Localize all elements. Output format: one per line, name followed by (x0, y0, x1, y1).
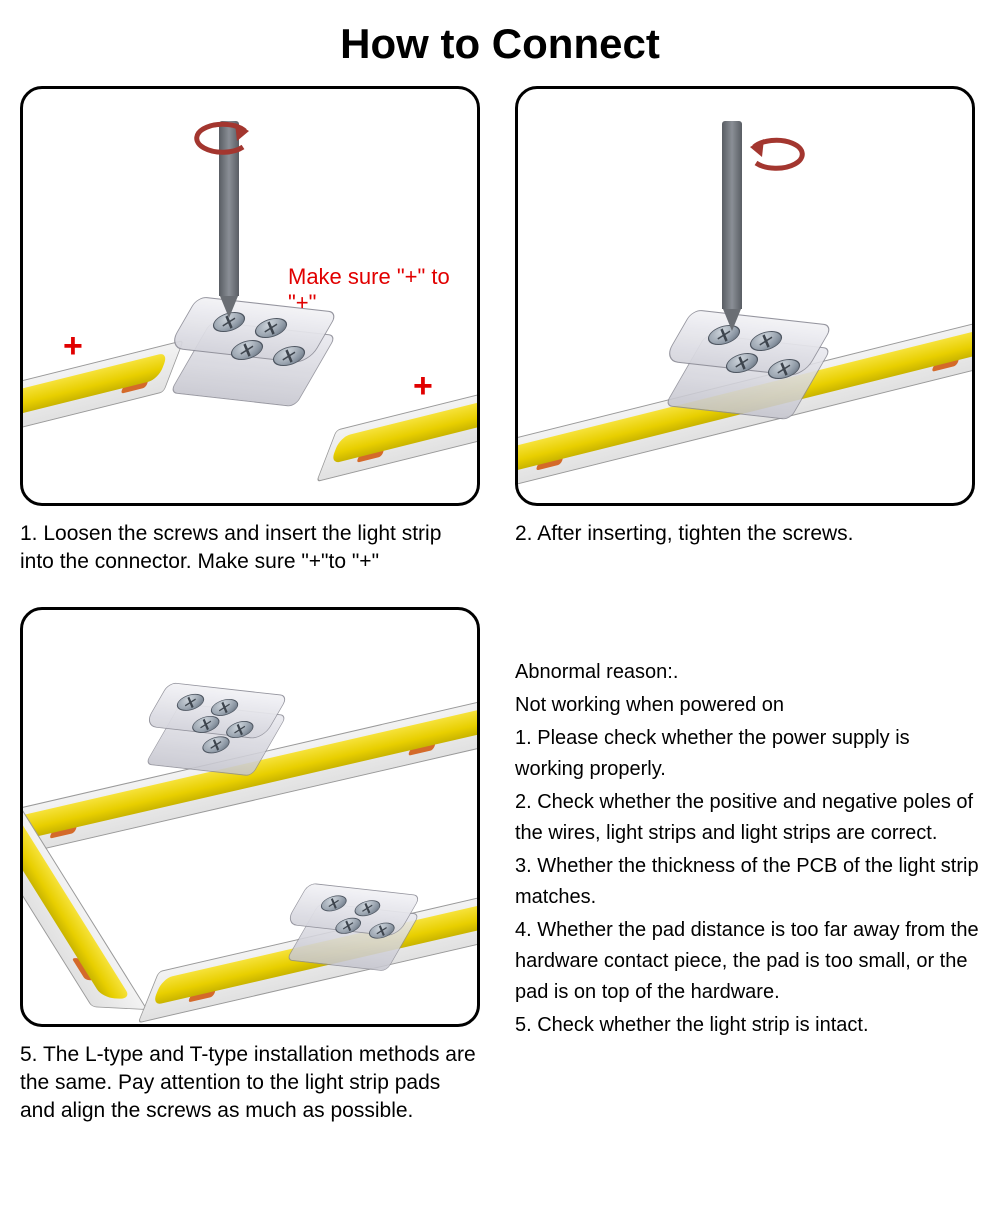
copper-pad (356, 449, 384, 463)
step-5-panel (20, 607, 480, 1027)
page-title: How to Connect (10, 20, 990, 68)
copper-pad (188, 988, 217, 1002)
step-1-panel: Make sure "+" to "+" + + (20, 86, 480, 506)
copper-pad (931, 358, 959, 372)
connector-block (673, 307, 823, 417)
connector-block-i (293, 881, 413, 969)
step-1: Make sure "+" to "+" + + 1. Loosen the s… (20, 86, 485, 577)
plus-marker-icon: + (413, 367, 433, 406)
troubleshoot-item: 4. Whether the pad distance is too far a… (515, 915, 980, 1008)
troubleshoot-heading: Abnormal reason:. (515, 657, 980, 688)
troubleshoot-item: 1. Please check whether the power supply… (515, 723, 980, 785)
copper-pad (535, 456, 563, 470)
step-5-caption: 5. The L-type and T-type installation me… (20, 1041, 480, 1126)
copper-pad (408, 742, 437, 756)
troubleshoot-block: Abnormal reason:. Not working when power… (515, 607, 980, 1126)
copper-pad (120, 380, 148, 394)
copper-pad (72, 958, 94, 980)
led-strip-left (20, 344, 179, 440)
troubleshoot-item: 3. Whether the thickness of the PCB of t… (515, 851, 980, 913)
connector-block-t (152, 680, 280, 774)
led-strip-right (321, 382, 480, 478)
polarity-callout: Make sure "+" to "+" (288, 264, 477, 316)
step-1-caption: 1. Loosen the screws and insert the ligh… (20, 520, 480, 577)
step-2-caption: 2. After inserting, tighten the screws. (515, 520, 975, 548)
copper-pad (49, 825, 78, 839)
rotate-cw-arrow-icon (736, 129, 816, 179)
step-2: 2. After inserting, tighten the screws. (515, 86, 980, 577)
step-2-panel (515, 86, 975, 506)
rotate-ccw-arrow-icon (183, 113, 263, 163)
plus-marker-icon: + (63, 327, 83, 366)
troubleshoot-item: 2. Check whether the positive and negati… (515, 787, 980, 849)
steps-grid: Make sure "+" to "+" + + 1. Loosen the s… (10, 86, 990, 1126)
troubleshoot-item: 5. Check whether the light strip is inta… (515, 1010, 980, 1041)
step-5: 5. The L-type and T-type installation me… (20, 607, 485, 1126)
troubleshoot-subheading: Not working when powered on (515, 690, 980, 721)
